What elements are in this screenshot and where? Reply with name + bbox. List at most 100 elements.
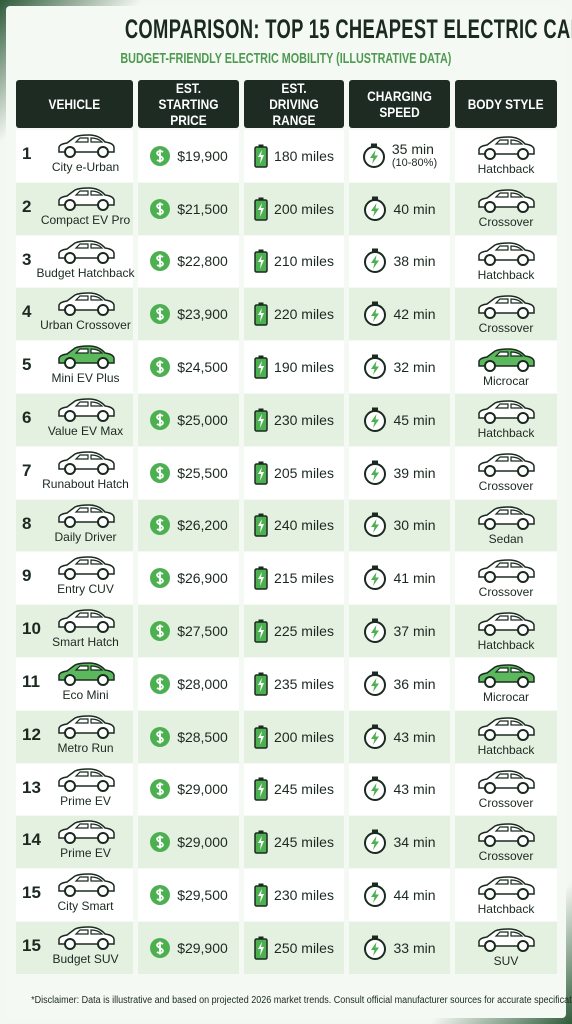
body-col: Hatchback [475,241,537,282]
car-icon [478,875,535,900]
car-wheel [517,940,529,953]
range: 245 miles [274,781,334,798]
car-window [494,509,524,515]
battery-cap [258,355,264,359]
charge-text: 40 min [393,202,435,216]
car-wheel [517,201,529,214]
price: $24,500 [177,359,228,376]
charge-cell: 34 min [349,816,450,869]
price-icon [150,145,171,166]
battery-cap [258,619,264,623]
car-icon [57,715,115,739]
price-cell: $29,000 [138,816,239,869]
bolt [258,149,265,164]
car-window [74,401,103,407]
watch-crown [372,935,379,939]
price-cell: $21,500 [138,182,239,235]
watch-crown [372,248,379,252]
vehicle-col: Budget SUV [38,925,133,966]
body-cell: Crossover [455,182,557,235]
battery-icon [254,830,268,854]
price-cell: $29,000 [138,763,239,816]
car-wheel [63,832,76,845]
range-cell: 190 miles [244,341,344,393]
car-icon [478,770,535,794]
charge-time: 40 min [393,200,436,217]
watch-crown [372,776,379,780]
dollar-glyph [156,730,164,744]
battery-cap [258,672,264,676]
vehicle-name: Smart Hatch [52,635,119,650]
car-icon [478,506,535,530]
dollar-glyph [156,888,164,902]
charge-text: 44 min [393,888,435,902]
battery-cap [258,725,264,729]
column-header: VEHICLE [16,80,133,128]
charge-icon [364,724,387,749]
charge-text: 43 min [393,782,435,796]
car-wheel [96,357,109,370]
body-col: Crossover [475,822,537,863]
dollar-glyph [156,149,164,163]
car-icon [57,662,115,686]
bolt [258,677,265,692]
body-col: Hatchback [475,716,537,757]
car-wheel [517,729,529,742]
range-cell: 200 miles [244,182,344,235]
charge-time: 41 min [393,570,436,587]
vehicle-name: Mini EV Plus [51,371,120,386]
rank: 3 [22,249,32,269]
charge-icon [362,143,385,168]
charge-time: 37 min [393,623,436,640]
battery-icon [254,461,268,485]
charge-cell: 32 min [349,341,450,393]
price-cell: $26,900 [138,552,239,605]
column-header-text: CHARGING SPEED [367,88,432,120]
charge-icon [364,354,387,380]
price-cell: $26,200 [138,499,239,552]
column-header: BODY STYLE [455,80,557,128]
battery-icon [254,619,268,643]
bolt [371,730,380,745]
bolt [258,572,265,587]
subtitle: BUDGET-FRIENDLY ELECTRIC MOBILITY (ILLUS… [120,50,452,67]
car-window [494,403,524,409]
dollar-glyph [156,202,164,216]
body-style: Crossover [478,215,534,230]
price: $21,500 [177,200,228,217]
vehicle-name: City e-Urban [51,160,120,174]
vehicle-col: Urban Crossover [38,291,133,332]
car-wheel [63,779,76,792]
rank: 12 [22,724,41,744]
car-wheel [63,409,76,422]
price: $27,500 [177,623,228,640]
car-window [74,665,103,671]
charge-cell: 43 min [349,763,450,816]
car-wheel [517,887,529,900]
body-style: Microcar [482,690,529,705]
column-header-text: EST. DRIVING RANGE [269,80,319,128]
price-icon [150,832,171,853]
body-style: Hatchback [477,162,535,177]
column-header-text: VEHICLE [48,96,101,112]
bolt [258,413,265,428]
charge-text: 30 min [393,518,435,532]
car-wheel [96,832,109,845]
body-style: Crossover [478,795,534,810]
body-style: Sedan [488,531,524,546]
charge-icon [364,935,387,960]
battery-cap [258,566,264,570]
body-cell: Microcar [455,341,557,393]
charge-time: 32 min [393,359,436,376]
charge-text: 32 min [393,360,435,374]
charge-cell: 42 min [349,288,450,341]
battery-cap [258,936,264,940]
table-row: 2 Compact EV Pro $21,500 200 miles 40 min Cro… [16,182,557,235]
watch-crown [372,301,379,305]
charge-cell: 30 min [349,499,450,552]
bolt [258,625,265,640]
car-wheel [484,570,496,583]
car-window [494,826,524,832]
body-style: Hatchback [477,267,535,282]
